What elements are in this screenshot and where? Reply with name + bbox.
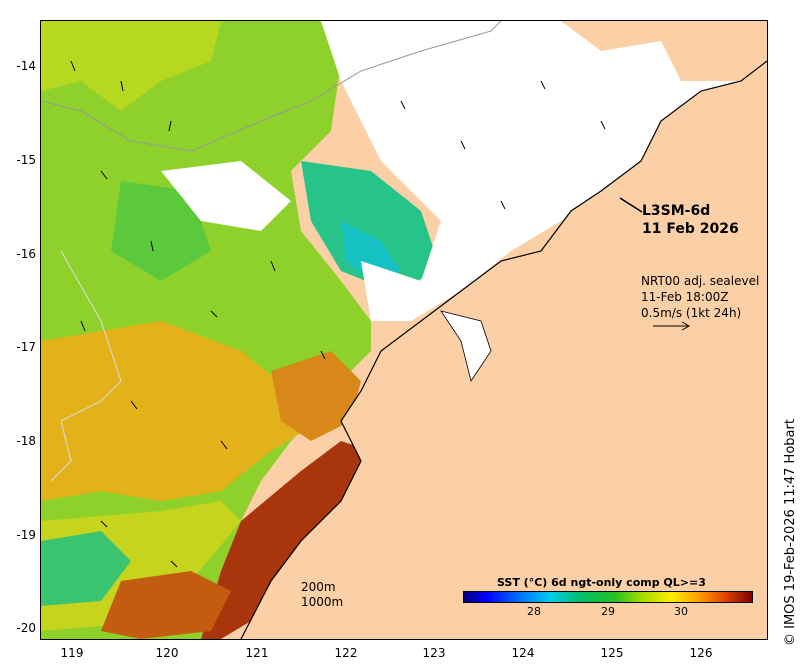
x-tick-label: 124 xyxy=(511,646,535,660)
current-source: NRT00 adj. sealevel xyxy=(641,274,760,288)
y-tick-label: -17 xyxy=(16,340,36,354)
current-info: NRT00 adj. sealevel 11-Feb 18:00Z 0.5m/s… xyxy=(641,273,759,321)
bay-water xyxy=(440,310,492,382)
copyright-text: © IMOS 19-Feb-2026 11:47 Hobart xyxy=(783,419,798,646)
y-tick-label: -18 xyxy=(16,434,36,448)
depth-contour-200m xyxy=(41,21,502,152)
sst-field-cool-south xyxy=(41,531,131,606)
colorbar-tick: 28 xyxy=(527,605,541,618)
y-tick-label: -20 xyxy=(16,621,36,635)
colorbar-tick: 29 xyxy=(601,605,615,618)
depth-legend: 200m 1000m xyxy=(301,580,343,610)
colorbar-title: SST (°C) 6d ngt-only comp QL>=3 xyxy=(497,576,706,589)
current-scale: 0.5m/s (1kt 24h) xyxy=(641,306,742,320)
current-scale-arrow-icon xyxy=(653,321,691,331)
current-vectors xyxy=(70,60,606,568)
sst-colorbar xyxy=(463,591,753,603)
coastline xyxy=(240,60,767,639)
sst-field-yellowgreen-north xyxy=(41,21,221,111)
product-label: L3SM-6d 11 Feb 2026 xyxy=(642,202,739,238)
depth-contour-1000m xyxy=(50,250,122,482)
sst-field-green-patch xyxy=(111,181,211,281)
land-mass xyxy=(241,61,767,639)
x-tick-label: 122 xyxy=(334,646,358,660)
x-tick-label: 120 xyxy=(155,646,179,660)
sst-field-cold-core xyxy=(341,221,401,281)
current-time: 11-Feb 18:00Z xyxy=(641,290,729,304)
sst-map[interactable] xyxy=(40,20,768,640)
y-tick-label: -16 xyxy=(16,247,36,261)
sst-field-warm-south xyxy=(101,571,231,639)
depth-legend-200m: 200m xyxy=(301,580,336,594)
product-name: L3SM-6d xyxy=(642,203,711,219)
product-pointer-icon xyxy=(619,197,643,213)
product-date: 11 Feb 2026 xyxy=(642,221,739,237)
sst-field-warm-coastal xyxy=(201,441,381,639)
y-tick-label: -15 xyxy=(16,153,36,167)
sst-field-orange-patch xyxy=(271,351,361,441)
sst-field-cool-central xyxy=(301,161,441,291)
x-tick-label: 119 xyxy=(60,646,84,660)
x-tick-label: 125 xyxy=(600,646,624,660)
cloud-mask-north xyxy=(321,21,761,321)
y-tick-label: -14 xyxy=(16,59,36,73)
x-tick-label: 126 xyxy=(689,646,713,660)
y-tick-label: -19 xyxy=(16,528,36,542)
sst-map-canvas xyxy=(41,21,767,639)
depth-legend-1000m: 1000m xyxy=(301,595,344,609)
x-tick-label: 121 xyxy=(245,646,269,660)
x-tick-label: 123 xyxy=(422,646,446,660)
colorbar-tick: 30 xyxy=(674,605,688,618)
cloud-mask-west xyxy=(161,161,291,231)
sst-field-orange xyxy=(41,321,321,501)
